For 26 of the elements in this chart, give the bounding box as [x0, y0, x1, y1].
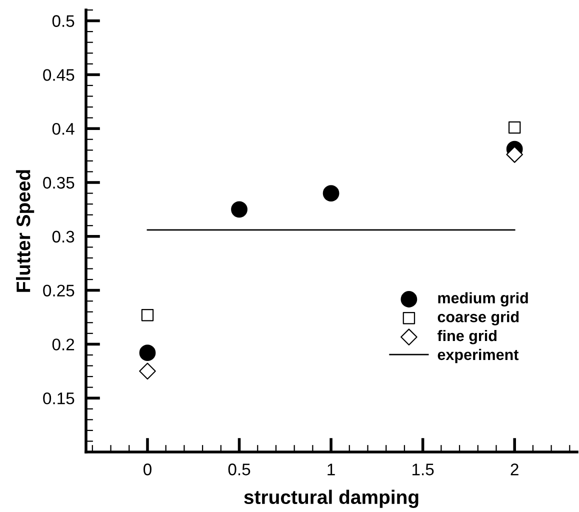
legend-label: fine grid — [437, 330, 496, 344]
legend-label: medium grid — [438, 292, 528, 306]
point — [141, 308, 154, 322]
x-axis-title: structural damping — [244, 490, 418, 508]
y-tick-label: 0.5 — [52, 15, 74, 27]
y-tick-label: 0.45 — [43, 69, 74, 81]
x-tick-label: 0.5 — [228, 464, 250, 476]
x-tick-label: 1 — [328, 464, 335, 476]
x-tick-label: 1.5 — [412, 464, 434, 476]
y-axis-title: Flutter Speed — [16, 170, 34, 292]
y-tick-label: 0.3 — [52, 230, 74, 243]
y-tick-label: 0.35 — [43, 176, 74, 189]
point — [506, 146, 524, 163]
y-tick-label: 0.4 — [52, 122, 74, 135]
point — [139, 362, 156, 380]
x-tick-label: 0 — [144, 464, 152, 476]
point — [139, 344, 156, 362]
point — [231, 201, 248, 218]
y-tick-label: 0.2 — [52, 338, 74, 350]
x-tick-label: 2 — [510, 464, 518, 476]
y-tick-label: 0.15 — [43, 392, 74, 404]
y-tick-label: 0.25 — [43, 284, 74, 296]
legend-label: coarse grid — [438, 311, 519, 326]
point — [322, 185, 340, 202]
legend-label: experiment — [438, 348, 519, 364]
point — [508, 121, 521, 134]
